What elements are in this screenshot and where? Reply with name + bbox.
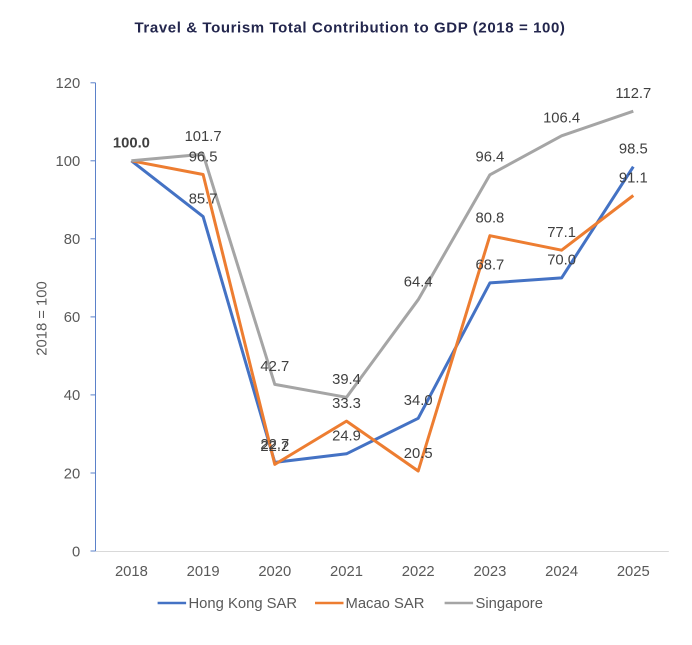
- svg-text:39.4: 39.4: [332, 372, 361, 388]
- svg-text:2019: 2019: [187, 564, 220, 580]
- svg-text:101.7: 101.7: [185, 129, 222, 145]
- svg-text:Macao SAR: Macao SAR: [346, 596, 425, 612]
- svg-text:68.7: 68.7: [475, 258, 504, 274]
- svg-text:2018: 2018: [115, 564, 148, 580]
- svg-text:22.2: 22.2: [260, 439, 289, 455]
- svg-text:60: 60: [64, 310, 80, 326]
- svg-text:0: 0: [72, 544, 80, 560]
- svg-text:96.4: 96.4: [475, 150, 504, 166]
- svg-text:80.8: 80.8: [475, 211, 504, 227]
- svg-text:Hong Kong SAR: Hong Kong SAR: [189, 596, 298, 612]
- svg-text:70.0: 70.0: [547, 253, 576, 269]
- svg-text:77.1: 77.1: [547, 225, 576, 241]
- svg-text:100.0: 100.0: [113, 136, 150, 152]
- svg-text:98.5: 98.5: [619, 142, 648, 158]
- svg-text:2025: 2025: [617, 564, 650, 580]
- svg-text:2018 = 100: 2018 = 100: [34, 281, 50, 355]
- svg-text:2024: 2024: [545, 564, 578, 580]
- svg-text:34.0: 34.0: [404, 393, 433, 409]
- svg-text:106.4: 106.4: [543, 111, 580, 127]
- svg-text:80: 80: [64, 232, 80, 248]
- svg-text:100: 100: [55, 154, 80, 170]
- svg-text:20.5: 20.5: [404, 446, 433, 462]
- svg-text:2020: 2020: [258, 564, 291, 580]
- svg-text:112.7: 112.7: [615, 86, 651, 102]
- svg-text:42.7: 42.7: [260, 359, 289, 375]
- svg-text:96.5: 96.5: [189, 149, 218, 165]
- svg-text:91.1: 91.1: [619, 170, 648, 186]
- svg-text:120: 120: [55, 76, 80, 92]
- svg-text:33.3: 33.3: [332, 396, 361, 412]
- svg-text:64.4: 64.4: [404, 275, 433, 291]
- svg-text:2023: 2023: [473, 564, 506, 580]
- svg-text:20: 20: [64, 466, 80, 482]
- svg-text:22.7: 22.7: [260, 437, 289, 453]
- svg-text:Singapore: Singapore: [476, 596, 543, 612]
- svg-text:Travel & Tourism Total Contrib: Travel & Tourism Total Contribution to G…: [135, 20, 566, 37]
- svg-text:2022: 2022: [402, 564, 435, 580]
- svg-text:40: 40: [64, 388, 80, 404]
- svg-text:24.9: 24.9: [332, 429, 361, 445]
- svg-text:2021: 2021: [330, 564, 363, 580]
- svg-text:85.7: 85.7: [189, 191, 218, 207]
